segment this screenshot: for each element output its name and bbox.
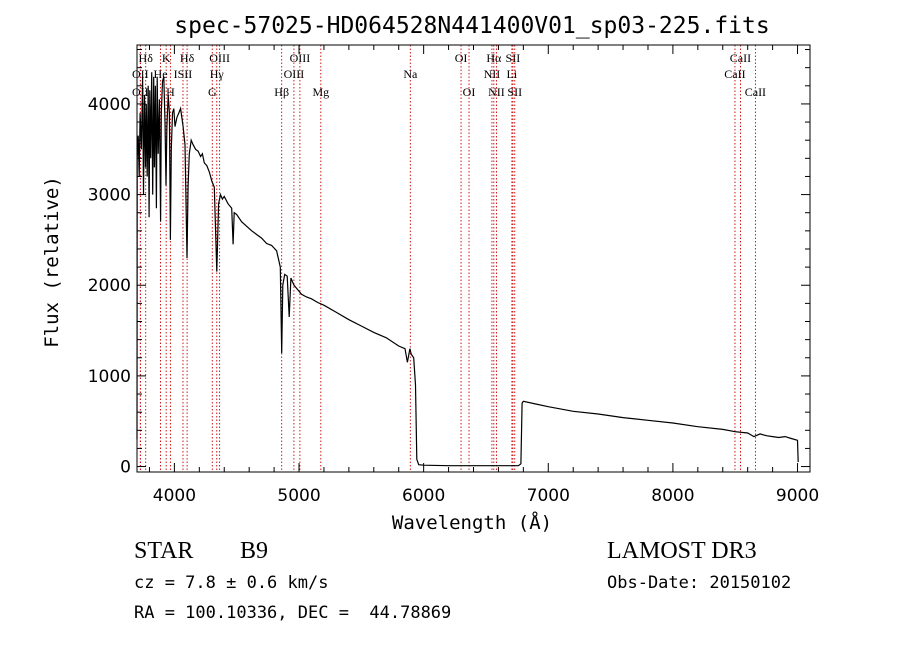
observation-date: Obs-Date: 20150102 [607,573,792,593]
spectral-line-label: SII [507,85,522,99]
spectral-line-label: OI [455,51,468,65]
y-tick-label: 1000 [88,367,131,387]
spectral-line-label: K [162,51,171,65]
spectral-line-labels: Hδ K Hδ OIII OIII OI Hα SII CaII OII He ISII Hγ OIII N… [132,51,766,99]
spectral-line-label: ISII [174,67,193,81]
axis-tick-labels: 4000 5000 6000 7000 8000 9000 0 1000 2000 3000 400… [88,95,819,506]
spectral-line-label: He [154,67,168,81]
spectral-line-label: NII [484,67,501,81]
spectral-line-label: OIII [209,51,230,65]
coordinates: RA = 100.10336, DEC = 44.78869 [134,603,452,623]
spectral-line-label: OI [463,85,476,99]
spectral-line-markers [139,45,756,472]
x-axis-label: Wavelength (Å) [392,511,552,534]
spectral-line-label: CaII [745,85,766,99]
spectral-line-label: OII [132,85,149,99]
y-tick-label: 4000 [88,95,131,115]
y-tick-label: 3000 [88,186,131,206]
redshift-cz: cz = 7.8 ± 0.6 km/s [134,573,329,593]
chart-title: spec-57025-HD064528N441400V01_sp03-225.f… [174,13,769,39]
x-tick-label: 9000 [776,486,819,506]
spectral-subclass: B9 [240,538,269,564]
spectral-line-label: NII [488,85,505,99]
spectral-line-label: Mg [312,85,329,99]
spectral-line-label: CaII [730,51,751,65]
spectral-line-label: Hδ [180,51,195,65]
y-tick-label: 2000 [88,276,131,296]
spectral-line-label: CaII [724,67,745,81]
y-tick-label: 0 [120,458,131,478]
spectral-line-label: OIII [284,67,305,81]
spectrum-series-line [136,72,799,467]
spectral-line-label: Hβ [274,85,289,99]
spectral-line-label: G [208,85,217,99]
spectral-line-label: Hδ [139,51,154,65]
x-tick-label: 8000 [651,486,694,506]
spectral-line-label: Hγ [210,67,225,81]
spectral-line-label: Li [507,67,518,81]
x-tick-label: 4000 [153,486,196,506]
x-tick-label: 6000 [402,486,445,506]
spectral-line-label: Hα [486,51,502,65]
survey-name: LAMOST DR3 [607,538,757,564]
x-tick-label: 5000 [277,486,320,506]
spectral-line-label: SII [506,51,521,65]
spectral-line-label: OII [132,67,149,81]
spectral-line-label: H [166,85,175,99]
spectral-line-label: OIII [290,51,311,65]
y-axis-label: Flux (relative) [41,176,63,348]
x-tick-label: 7000 [527,486,570,506]
axis-ticks [137,45,810,472]
spectral-line-label: Na [403,67,418,81]
object-type: STAR [134,538,194,564]
